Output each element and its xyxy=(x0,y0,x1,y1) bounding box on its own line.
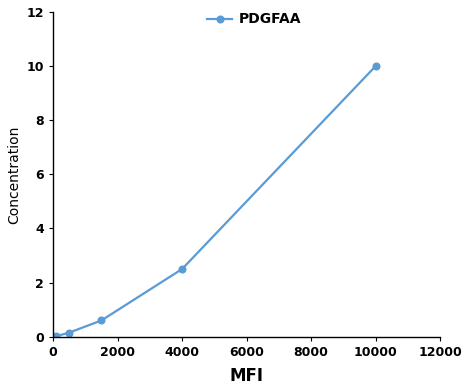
PDGFAA xyxy=(66,330,72,335)
Line: PDGFAA: PDGFAA xyxy=(53,63,379,339)
Y-axis label: Concentration: Concentration xyxy=(7,125,21,223)
PDGFAA xyxy=(179,267,185,271)
X-axis label: MFI: MFI xyxy=(230,367,264,385)
Legend: PDGFAA: PDGFAA xyxy=(207,13,302,26)
PDGFAA xyxy=(98,318,104,323)
PDGFAA xyxy=(373,64,378,69)
PDGFAA xyxy=(53,334,59,339)
